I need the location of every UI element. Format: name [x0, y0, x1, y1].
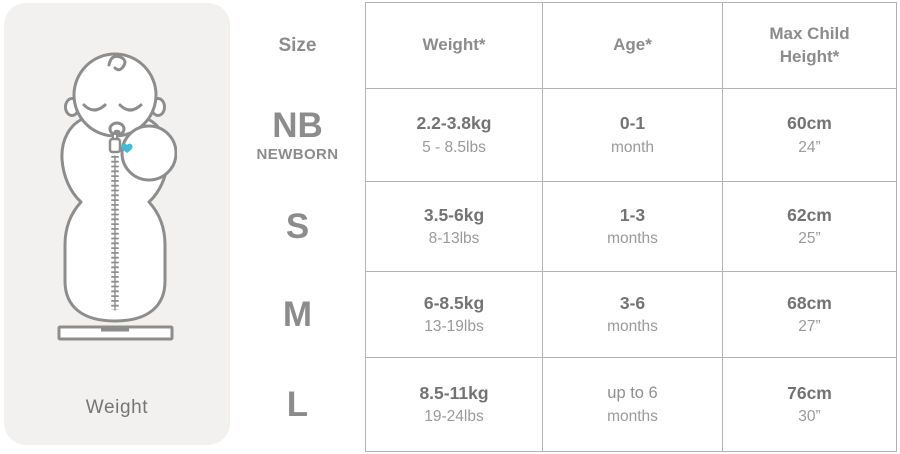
weight-kg: 6-8.5kg	[423, 292, 485, 313]
age-unit: months	[607, 230, 658, 248]
size-code: S	[285, 206, 310, 246]
height-cm: 60cm	[787, 113, 832, 134]
cell-nb-age: 0-1 month	[543, 89, 723, 182]
weight-panel: Weight	[4, 3, 230, 445]
size-code: NB	[272, 106, 323, 146]
weight-header-label: Weight*	[422, 35, 486, 55]
cell-nb-height: 60cm 24”	[723, 89, 897, 182]
col-header-age: Age*	[543, 2, 723, 89]
panel-caption: Weight	[85, 397, 149, 418]
col-header-size: Size	[230, 2, 365, 89]
col-header-max-height: Max Child Height*	[723, 2, 897, 89]
right-eye-closed	[118, 103, 143, 112]
height-cm: 62cm	[787, 204, 832, 225]
weight-kg: 2.2-3.8kg	[416, 113, 492, 134]
cell-l-weight: 8.5-11kg 19-24lbs	[365, 358, 543, 452]
age-unit: months	[607, 407, 658, 425]
cell-s-weight: 3.5-6kg 8-13lbs	[365, 182, 543, 272]
size-code: L	[286, 384, 309, 424]
hair-curl	[107, 54, 127, 72]
cell-m-weight: 6-8.5kg 13-19lbs	[365, 272, 543, 358]
size-label-s: S	[230, 182, 365, 272]
col-header-weight: Weight*	[365, 2, 543, 89]
age-range: 1-3	[619, 204, 646, 225]
age-unit: months	[607, 318, 658, 336]
height-cm: 68cm	[787, 292, 832, 313]
zipper-pull	[108, 137, 122, 154]
size-subtitle: NEWBORN	[256, 145, 339, 163]
weight-lbs: 13-19lbs	[424, 318, 484, 336]
height-header-label: Max Child Height*	[769, 23, 850, 66]
size-label-nb: NB NEWBORN	[230, 89, 365, 182]
height-in: 27”	[798, 318, 821, 336]
cell-s-height: 62cm 25”	[723, 182, 897, 272]
cell-m-age: 3-6 months	[543, 272, 723, 358]
left-eye-closed	[82, 103, 107, 112]
size-label-m: M	[230, 272, 365, 358]
age-range: up to 6	[607, 384, 658, 403]
age-header-label: Age*	[613, 35, 652, 55]
cell-s-age: 1-3 months	[543, 182, 723, 272]
scale-platform	[57, 325, 174, 341]
size-code: M	[282, 294, 313, 334]
age-range: 3-6	[619, 292, 646, 313]
age-range: 0-1	[619, 113, 646, 134]
height-cm: 76cm	[787, 382, 832, 403]
weight-lbs: 5 - 8.5lbs	[422, 138, 486, 156]
weight-kg: 8.5-11kg	[419, 382, 489, 403]
cell-nb-weight: 2.2-3.8kg 5 - 8.5lbs	[365, 89, 543, 182]
age-unit: month	[610, 138, 655, 156]
arm-bump	[120, 124, 177, 182]
size-label-l: L	[230, 358, 365, 452]
cell-l-age: up to 6 months	[543, 358, 723, 452]
scale-display	[101, 327, 129, 332]
height-in: 25”	[798, 230, 821, 248]
weight-lbs: 8-13lbs	[428, 230, 480, 248]
cell-l-height: 76cm 30”	[723, 358, 897, 452]
height-in: 24”	[798, 138, 821, 156]
size-chart-table: Size Weight* Age* Max Child Height* NB N…	[230, 2, 897, 452]
weight-lbs: 19-24lbs	[424, 408, 484, 426]
height-in: 30”	[798, 408, 821, 426]
weight-kg: 3.5-6kg	[423, 204, 485, 225]
heart-icon	[121, 143, 133, 153]
size-header-label: Size	[278, 34, 317, 56]
cell-m-height: 68cm 27”	[723, 272, 897, 358]
swaddled-baby-illustration	[57, 52, 177, 341]
